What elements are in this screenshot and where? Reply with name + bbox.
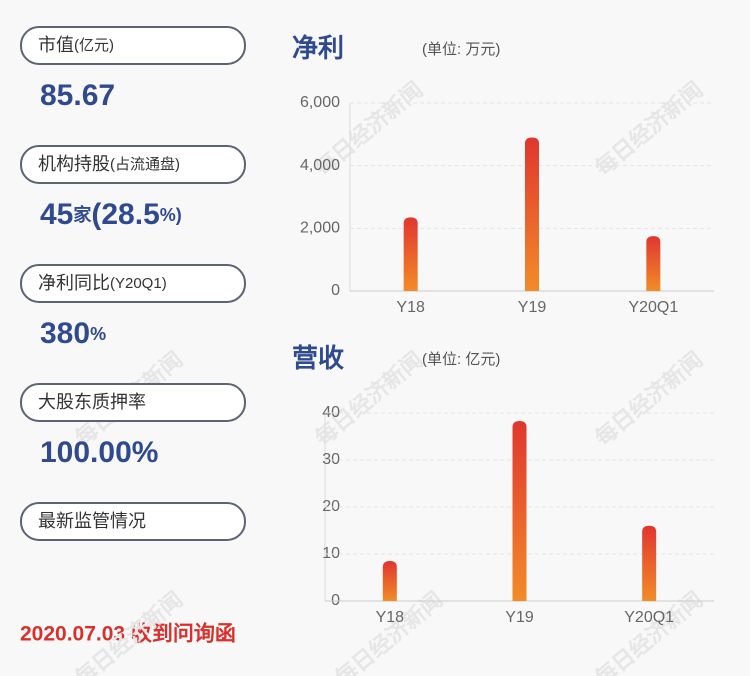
stat-value: 100.00% xyxy=(40,436,158,469)
bar xyxy=(525,137,539,291)
x-tick-label: Y20Q1 xyxy=(628,299,678,316)
stat-box xyxy=(20,383,246,422)
watermark: 每日经济新闻 xyxy=(590,347,707,451)
y-tick-label: 30 xyxy=(322,451,340,468)
x-tick-label: Y19 xyxy=(518,299,547,316)
footer: 2020.07.03 收到问询函 xyxy=(20,622,236,646)
stat-value: 45家(28.5%) xyxy=(40,198,182,231)
x-tick-label: Y18 xyxy=(376,609,405,626)
x-tick-label: Y18 xyxy=(396,299,425,316)
stat-value-part: 45 xyxy=(40,198,73,231)
stat-value: 380% xyxy=(40,317,106,350)
stat-value-part: 家 xyxy=(73,204,92,225)
stat-value-part: % xyxy=(90,324,106,344)
y-tick-label: 4,000 xyxy=(300,157,340,174)
stat-value-part: %) xyxy=(160,205,182,225)
stat-label: 市值(亿元) xyxy=(38,35,114,55)
chart-subtitle: (单位: 亿元) xyxy=(422,351,500,368)
watermark: 每日经济新闻 xyxy=(590,77,707,181)
stat-value: 85.67 xyxy=(40,79,115,112)
bar xyxy=(403,217,418,291)
stat-label-note: (亿元) xyxy=(74,37,114,54)
chart-subtitle: (单位: 万元) xyxy=(422,41,500,58)
y-tick-label: 40 xyxy=(322,404,340,421)
bar xyxy=(382,561,397,601)
stat-value-part: 100.00% xyxy=(40,436,158,469)
stat-value-part: (28.5 xyxy=(91,198,159,231)
stat-box xyxy=(20,264,246,303)
chart-title: 营收 xyxy=(292,343,344,373)
x-tick-label: Y19 xyxy=(505,609,534,626)
stat-label-main: 净利同比 xyxy=(38,273,110,293)
stat-box xyxy=(20,26,246,65)
stat-label: 净利同比(Y20Q1) xyxy=(38,273,167,293)
bar xyxy=(646,236,661,291)
y-tick-label: 20 xyxy=(322,498,340,515)
stat-label: 最新监管情况 xyxy=(38,511,146,531)
stat-box xyxy=(20,145,246,184)
y-tick-label: 10 xyxy=(322,545,340,562)
stat-label-main: 大股东质押率 xyxy=(38,392,146,412)
x-tick-label: Y20Q1 xyxy=(624,609,674,626)
stat-box xyxy=(20,502,246,541)
stat-label-main: 机构持股 xyxy=(38,154,110,174)
bar xyxy=(642,525,657,601)
stat-label: 大股东质押率 xyxy=(38,392,146,412)
chart-title: 净利 xyxy=(292,33,344,63)
stat-label-main: 最新监管情况 xyxy=(38,511,146,531)
stat-label-note: (Y20Q1) xyxy=(110,275,167,292)
bar xyxy=(512,420,527,601)
y-tick-label: 2,000 xyxy=(300,220,340,237)
stat-label-note: (占流通盘) xyxy=(110,155,180,173)
stat-label-main: 市值 xyxy=(38,35,74,55)
stat-label: 机构持股(占流通盘) xyxy=(38,154,180,174)
y-tick-label: 6,000 xyxy=(300,94,340,111)
stat-value-part: 85.67 xyxy=(40,79,115,112)
y-tick-label: 0 xyxy=(331,282,340,299)
stat-value-part: 380 xyxy=(40,317,90,350)
